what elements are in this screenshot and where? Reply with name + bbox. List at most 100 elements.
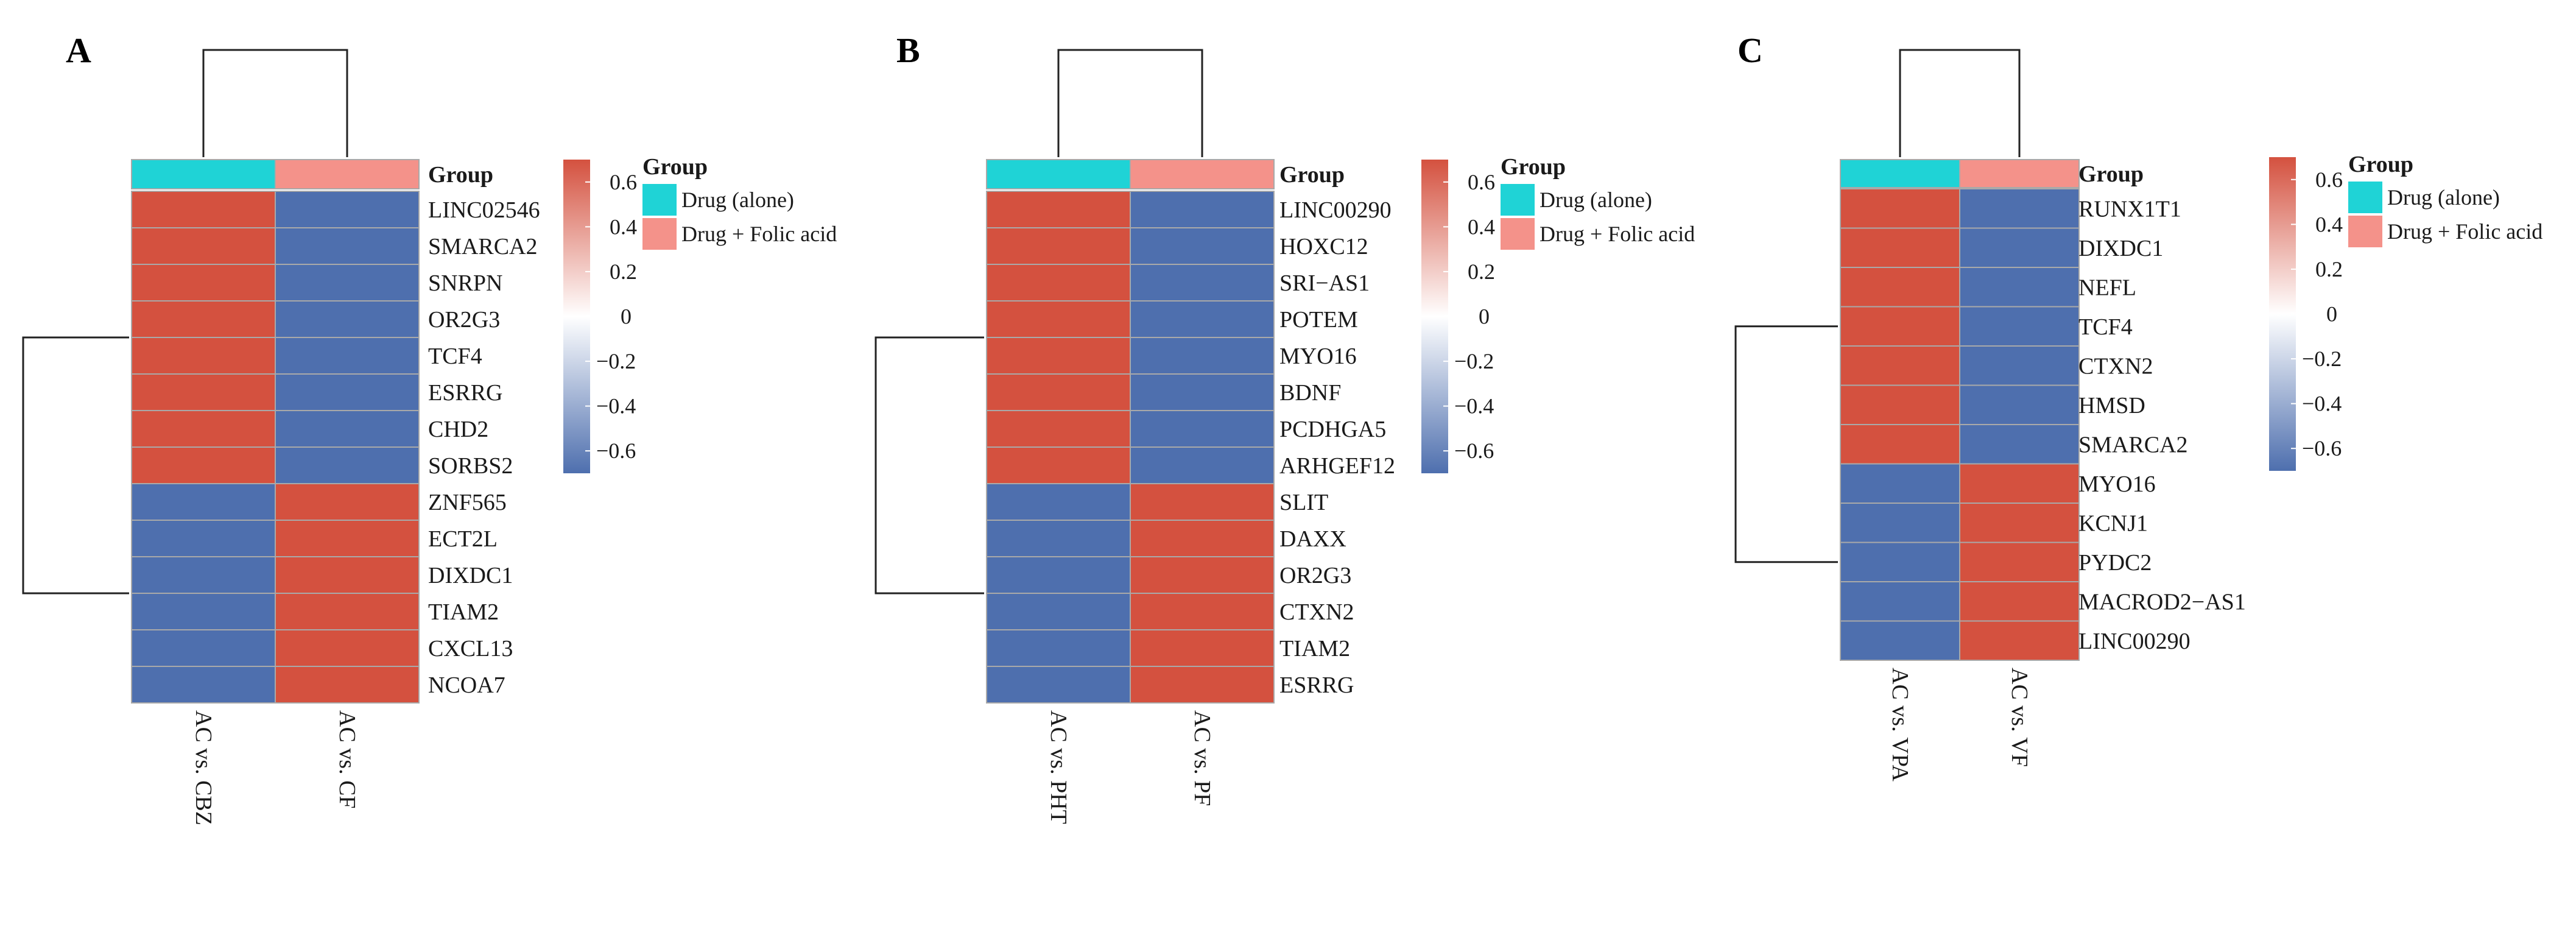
legend-swatch bbox=[1501, 218, 1535, 250]
legend-entry: Drug (alone) bbox=[681, 188, 794, 212]
heatmap-cell bbox=[1959, 306, 2080, 347]
heatmap-cell bbox=[1959, 620, 2080, 661]
legend-swatch bbox=[642, 218, 677, 250]
row-label: MYO16 bbox=[1279, 344, 1357, 369]
row-label: SNRPN bbox=[428, 270, 503, 296]
heatmap-cell bbox=[1959, 503, 2080, 543]
heatmap-cell bbox=[275, 556, 420, 594]
color-scale-tick-label: −0.2 bbox=[1454, 349, 1494, 373]
heatmap-cell bbox=[275, 446, 420, 484]
heatmap-cell bbox=[1840, 267, 1960, 308]
panel-letter: B bbox=[896, 30, 920, 70]
row-label: TCF4 bbox=[2078, 314, 2133, 340]
color-scale-tick-label: 0.6 bbox=[1468, 170, 1495, 194]
row-label: PYDC2 bbox=[2078, 550, 2152, 576]
heatmap-cell bbox=[1840, 424, 1960, 465]
heatmap-cell bbox=[1130, 300, 1275, 338]
heatmap-cell bbox=[986, 227, 1131, 265]
row-label: SMARCA2 bbox=[2078, 432, 2188, 457]
row-dendrogram bbox=[1734, 325, 1838, 563]
legend-title: Group bbox=[642, 154, 708, 180]
row-label: TIAM2 bbox=[1279, 636, 1350, 661]
heatmap-cell bbox=[986, 556, 1131, 594]
heatmap-cell bbox=[986, 483, 1131, 521]
heatmap-cell bbox=[986, 410, 1131, 448]
heatmap-cell bbox=[131, 483, 276, 521]
row-label: POTEM bbox=[1279, 307, 1358, 333]
heatmap-cell bbox=[275, 191, 420, 228]
group-annotation-cell bbox=[1130, 159, 1275, 189]
heatmap-cell bbox=[131, 593, 276, 630]
heatmap-cell bbox=[1130, 337, 1275, 375]
row-label: HMSD bbox=[2078, 393, 2145, 418]
heatmap-cell bbox=[131, 264, 276, 302]
heatmap-cell bbox=[986, 666, 1131, 704]
row-label: NEFL bbox=[2078, 275, 2136, 300]
color-scale-tick-label: −0.6 bbox=[2302, 436, 2342, 460]
color-scale-tick-label: −0.2 bbox=[2302, 347, 2342, 371]
heatmap-cell bbox=[131, 446, 276, 484]
row-label: ESRRG bbox=[1279, 672, 1354, 698]
column-dendrogram bbox=[202, 49, 348, 157]
color-scale-tick-label: 0.6 bbox=[2315, 168, 2343, 192]
heatmap-cell bbox=[1959, 227, 2080, 268]
heatmap-cell bbox=[1959, 345, 2080, 386]
legend-entry: Drug (alone) bbox=[2387, 185, 2500, 210]
column-dendrogram bbox=[1899, 49, 2021, 157]
legend-entry: Drug + Folic acid bbox=[1540, 222, 1695, 246]
heatmap-cell bbox=[275, 227, 420, 265]
legend-swatch bbox=[2348, 182, 2382, 213]
heatmap-cell bbox=[275, 666, 420, 704]
row-label: ARHGEF12 bbox=[1279, 453, 1395, 479]
color-scale-tick-label: 0.2 bbox=[1468, 259, 1495, 284]
heatmap-cell bbox=[131, 556, 276, 594]
row-label: MYO16 bbox=[2078, 471, 2156, 497]
row-dendrogram bbox=[875, 336, 984, 594]
heatmap-cell bbox=[986, 373, 1131, 411]
row-label: ESRRG bbox=[428, 380, 502, 406]
heatmap-cell bbox=[986, 191, 1131, 228]
heatmap-cell bbox=[986, 337, 1131, 375]
row-label: OR2G3 bbox=[428, 307, 500, 333]
color-scale-tick-label: 0.4 bbox=[610, 214, 637, 239]
row-label: OR2G3 bbox=[1279, 563, 1351, 588]
heatmap-cell bbox=[1840, 188, 1960, 229]
heatmap-cell bbox=[1130, 227, 1275, 265]
column-label: AC vs. CBZ bbox=[191, 710, 216, 825]
heatmap-cell bbox=[1959, 188, 2080, 229]
row-dendrogram bbox=[22, 336, 129, 594]
color-scale-tick-label: 0.2 bbox=[2315, 257, 2343, 281]
group-annotation-cell bbox=[1840, 159, 1960, 188]
heatmap-cell bbox=[1959, 542, 2080, 582]
panel-letter: A bbox=[66, 30, 91, 70]
row-label: CHD2 bbox=[428, 417, 488, 442]
heatmap-cell bbox=[986, 446, 1131, 484]
row-label: LINC02546 bbox=[428, 197, 540, 223]
row-label: LINC00290 bbox=[2078, 629, 2191, 654]
row-label: CTXN2 bbox=[2078, 353, 2153, 379]
heatmap-cell bbox=[1130, 593, 1275, 630]
legend-swatch bbox=[642, 184, 677, 216]
heatmap-cell bbox=[1959, 424, 2080, 465]
legend-title: Group bbox=[2348, 152, 2413, 177]
heatmap-cell bbox=[275, 373, 420, 411]
group-annotation-title: Group bbox=[2078, 161, 2144, 187]
heatmap-cell bbox=[131, 410, 276, 448]
heatmap-cell bbox=[986, 264, 1131, 302]
heatmap-cell bbox=[1840, 345, 1960, 386]
heatmap-cell bbox=[1130, 666, 1275, 704]
heatmap-cell bbox=[1130, 264, 1275, 302]
group-annotation-cell bbox=[1959, 159, 2080, 188]
legend-entry: Drug + Folic acid bbox=[2387, 219, 2543, 244]
heatmap-cell bbox=[1959, 384, 2080, 425]
heatmap-cell bbox=[1959, 267, 2080, 308]
group-annotation-cell bbox=[275, 159, 420, 189]
heatmap-cell bbox=[986, 593, 1131, 630]
row-label: TCF4 bbox=[428, 344, 482, 369]
heatmap-panel-a: A Group LINC02546 SMARCA2 SNRPN OR2G3 TCF4 ESRR… bbox=[22, 30, 837, 825]
legend-swatch bbox=[2348, 216, 2382, 247]
row-label: NCOA7 bbox=[428, 672, 505, 698]
heatmap-cell bbox=[1959, 581, 2080, 622]
